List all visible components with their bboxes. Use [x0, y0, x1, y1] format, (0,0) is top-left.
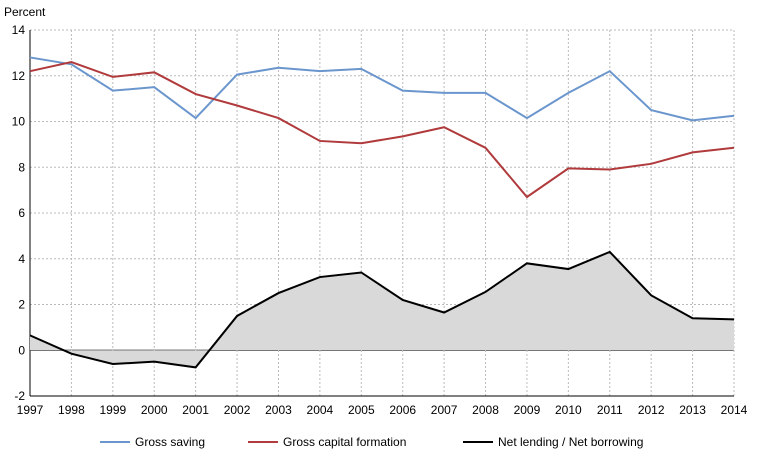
- x-tick-label: 2002: [224, 403, 251, 417]
- x-tick-label: 2001: [182, 403, 209, 417]
- x-tick-label: 2012: [638, 403, 665, 417]
- x-tick-label: 2009: [514, 403, 541, 417]
- legend-label: Gross capital formation: [283, 435, 406, 449]
- x-tick-label: 2007: [431, 403, 458, 417]
- legend-label: Gross saving: [135, 435, 205, 449]
- y-tick-label: 12: [12, 69, 26, 83]
- x-tick-label: 2006: [389, 403, 416, 417]
- x-tick-label: 2003: [265, 403, 292, 417]
- y-tick-label: 8: [18, 160, 25, 174]
- x-tick-label: 2000: [141, 403, 168, 417]
- x-tick-label: 2011: [597, 403, 623, 417]
- x-tick-label: 1999: [99, 403, 126, 417]
- series-line-1: [30, 62, 734, 197]
- x-tick-label: 2005: [348, 403, 375, 417]
- y-axis-label: Percent: [4, 5, 46, 19]
- y-tick-label: 14: [12, 23, 26, 37]
- x-tick-label: 2004: [307, 403, 334, 417]
- legend-label: Net lending / Net borrowing: [498, 435, 643, 449]
- x-tick-label: 1998: [58, 403, 85, 417]
- y-tick-label: 10: [12, 115, 26, 129]
- y-tick-label: 6: [18, 206, 25, 220]
- x-tick-label: 2014: [721, 403, 748, 417]
- y-tick-label: -2: [14, 389, 25, 403]
- series-line-0: [30, 57, 734, 120]
- x-tick-label: 2010: [555, 403, 582, 417]
- y-tick-label: 2: [18, 298, 25, 312]
- x-tick-label: 2008: [472, 403, 499, 417]
- x-tick-label: 1997: [17, 403, 44, 417]
- x-tick-label: 2013: [679, 403, 706, 417]
- y-tick-label: 0: [18, 343, 25, 357]
- y-tick-label: 4: [18, 252, 25, 266]
